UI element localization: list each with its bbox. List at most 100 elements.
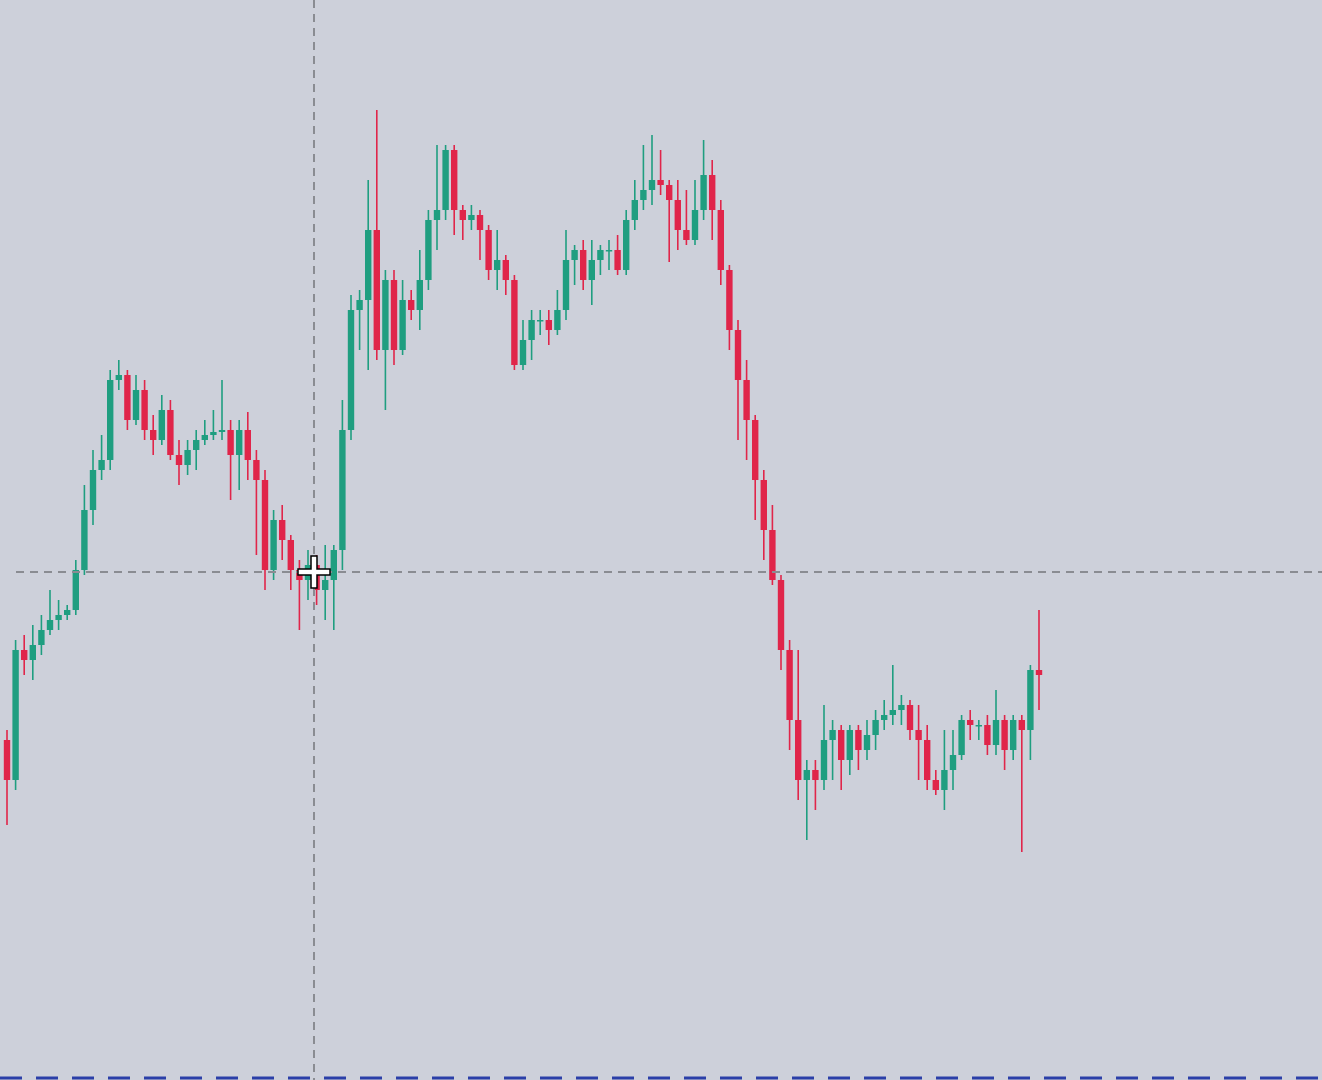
candle-body [863,735,871,750]
candle-body [829,730,836,740]
candle-body [924,740,931,780]
candle-body [451,150,458,210]
candle-body [425,220,432,280]
candle-body [648,180,656,190]
candle-body [399,300,406,350]
candle-body [158,410,165,440]
candle-body [1035,670,1043,675]
candle-body [390,280,398,350]
candle-body [64,610,71,615]
candle-body [46,620,54,630]
candle-body [115,375,122,380]
candle-body [674,200,681,230]
candle-body [872,720,879,735]
candle-body [253,460,260,480]
candle-body [279,520,286,540]
candle-body [777,580,785,650]
candle-body [812,770,819,780]
candle-body [580,250,587,280]
candle-body [597,250,604,260]
candle-body [244,430,251,460]
candle-body [81,510,88,570]
candle-body [494,260,501,270]
candle-body [889,710,896,715]
candle-body [1001,720,1008,750]
candle-body [468,215,475,220]
candle-body [365,230,372,300]
candle-body [356,300,363,310]
candle-body [605,250,613,252]
candle-body [459,210,466,220]
candle-body [210,432,217,435]
candle-body [347,310,355,430]
candle-body [717,210,724,270]
candle-body [330,550,337,580]
candle-body [218,430,226,432]
candle-body [98,460,105,470]
candle-body [528,320,535,340]
candle-body [554,310,561,330]
cursor [297,555,331,589]
candle-body [72,570,79,610]
candle-body [433,210,441,220]
candle-body [941,770,948,790]
candle-body [442,150,449,210]
candle-body [322,580,329,590]
candle-body [760,480,767,530]
candle-body [769,530,776,580]
candle-body [184,450,191,465]
candle-body [132,390,140,420]
candle-body [743,380,750,420]
candle-body [683,230,690,240]
candle-body [89,470,97,510]
candle-body [898,705,905,710]
candle-body [838,730,845,760]
candle-body [734,330,742,380]
candle-body [657,180,664,185]
candle-body [29,645,36,660]
candle-body [623,220,630,270]
candle-body [339,430,346,550]
candle-body [631,200,638,220]
candle-body [906,705,914,730]
candle-body [227,430,234,455]
candle-body [709,175,716,210]
candle-body [949,755,957,770]
candle-body [38,630,45,645]
candle-body [846,730,853,760]
candle-body [270,520,277,570]
candle-body [881,715,888,720]
candle-body [201,435,208,440]
candle-body [408,300,415,310]
candle-body [666,185,673,200]
candle-body [975,725,982,727]
candle-body [150,430,157,440]
candle-body [691,210,699,240]
candle-body [855,730,862,750]
candle-body [545,320,552,330]
candle-body [614,250,621,270]
candle-body [984,725,991,745]
candle-body [485,230,492,270]
candle-body [1010,720,1017,750]
candle-body [958,720,965,755]
candle-body [537,320,544,322]
candle-body [21,650,28,660]
candle-body [562,260,570,310]
candle-body [932,780,939,790]
candle-body [786,650,793,720]
candle-body [820,740,828,780]
candle-body [519,340,527,365]
candle-body [1018,720,1025,730]
candle-body [236,430,243,455]
candle-body [55,615,62,620]
candle-body [752,420,759,480]
candle-body [476,215,484,230]
candle-body [107,380,114,460]
candle-body [992,720,1000,745]
candles [3,110,1043,852]
candle-body [167,410,174,455]
candle-body [640,190,647,200]
